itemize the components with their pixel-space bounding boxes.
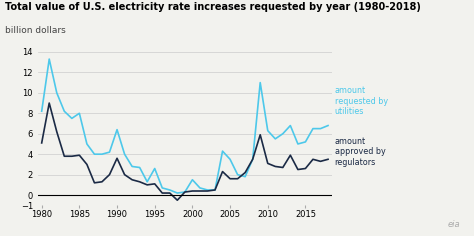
Text: Total value of U.S. electricity rate increases requested by year (1980-2018): Total value of U.S. electricity rate inc… [5,2,420,12]
Text: billion dollars: billion dollars [5,26,65,35]
Text: eia: eia [447,220,460,229]
Text: amount
requested by
utilities: amount requested by utilities [335,86,388,116]
Text: amount
approved by
regulators: amount approved by regulators [335,137,385,167]
